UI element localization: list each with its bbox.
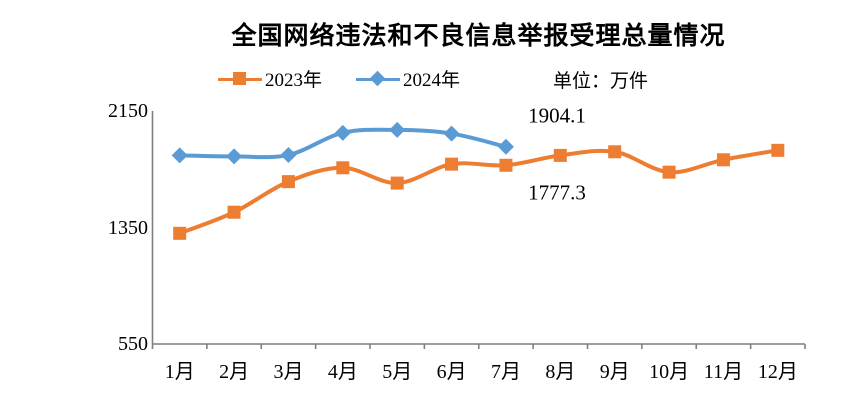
legend-label: 2023年	[265, 70, 323, 91]
x-tick-label: 3月	[273, 361, 304, 383]
y-tick-label: 550	[118, 333, 148, 355]
x-tick-label: 6月	[436, 361, 467, 383]
marker-square-2023年	[716, 153, 730, 167]
y-tick-label: 1350	[108, 216, 148, 239]
marker-square-2023年	[336, 161, 350, 175]
marker-square-2023年	[499, 158, 513, 172]
legend-swatch	[356, 70, 401, 86]
legend-item-2024年: 2024年	[356, 65, 460, 92]
legend: 2023年 2024年	[218, 65, 460, 92]
unit-label: 单位：万件	[553, 71, 649, 92]
chart-title: 全国网络违法和不良信息举报受理总量情况	[231, 22, 726, 50]
x-tick-label: 10月	[649, 361, 690, 383]
marker-diamond-2024年	[497, 138, 514, 155]
legend-item-2023年: 2023年	[218, 65, 322, 92]
y-tick-label: 2150	[108, 100, 148, 122]
marker-diamond-2024年	[389, 121, 406, 138]
marker-diamond-2024年	[443, 125, 460, 142]
x-tick-label: 8月	[545, 361, 576, 383]
marker-square-2023年	[281, 175, 295, 189]
legend-marker-square-icon	[233, 71, 246, 85]
data-label-2024年: 1904.1	[528, 103, 586, 128]
marker-square-2023年	[173, 226, 187, 240]
x-tick-label: 9月	[599, 361, 630, 383]
marker-diamond-2024年	[280, 146, 297, 163]
marker-square-2023年	[227, 205, 241, 219]
marker-square-2023年	[608, 145, 622, 159]
legend-label: 2024年	[403, 70, 461, 91]
marker-diamond-2024年	[334, 124, 351, 141]
x-tick-label: 7月	[490, 361, 521, 383]
x-tick-label: 1月	[164, 361, 195, 383]
x-tick-label: 11月	[703, 361, 744, 383]
x-tick-label: 2月	[219, 361, 250, 383]
marker-square-2023年	[553, 148, 567, 162]
data-label-2023年: 1777.3	[528, 180, 586, 205]
marker-square-2023年	[390, 176, 404, 190]
marker-square-2023年	[445, 157, 459, 171]
series-line-2023年	[177, 148, 780, 236]
marker-diamond-2024年	[171, 147, 188, 164]
x-tick-label: 12月	[757, 361, 798, 383]
x-tick-label: 5月	[382, 361, 413, 383]
marker-diamond-2024年	[226, 148, 243, 165]
marker-square-2023年	[771, 143, 785, 157]
legend-swatch	[218, 71, 262, 86]
marker-square-2023年	[662, 165, 676, 179]
x-tick-label: 4月	[327, 361, 358, 383]
